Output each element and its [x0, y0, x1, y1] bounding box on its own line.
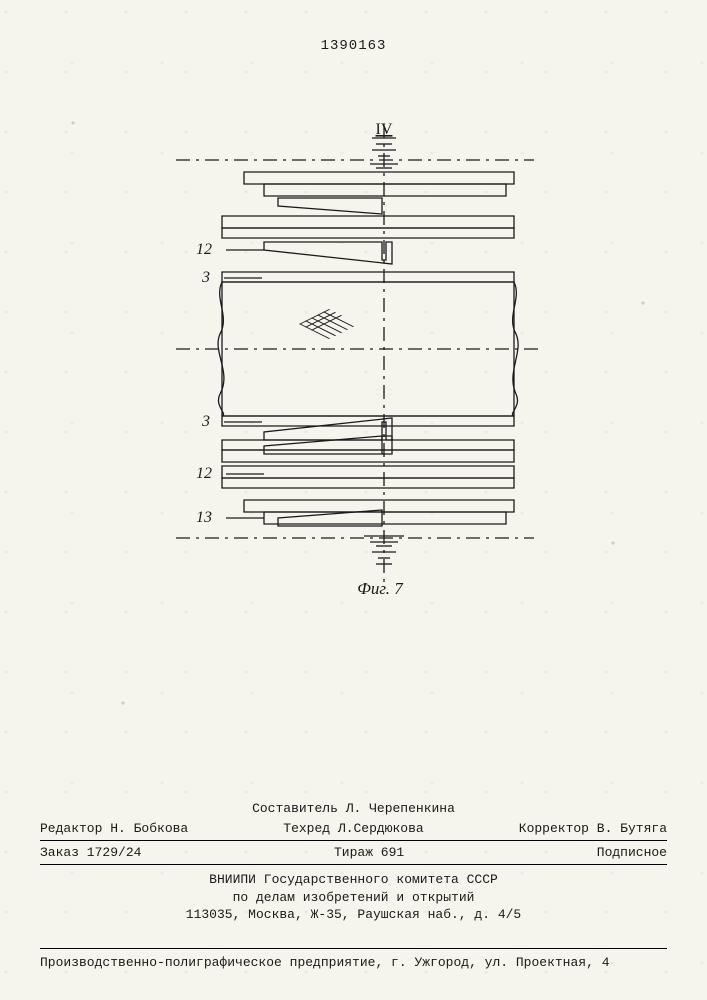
- editor: Редактор Н. Бобкова: [40, 821, 188, 836]
- press-text: Производственно-полиграфическое предприя…: [40, 955, 610, 970]
- divider: [40, 840, 667, 841]
- order-number: Заказ 1729/24: [40, 845, 141, 860]
- org-line-2: по делам изобретений и открытий: [40, 889, 667, 907]
- label-12-top: 12: [196, 241, 212, 258]
- label-13: 13: [196, 509, 212, 526]
- org-line-1: ВНИИПИ Государственного комитета СССР: [40, 871, 667, 889]
- label-12-bottom: 12: [196, 465, 212, 482]
- colophon: Составитель Л. Черепенкина Редактор Н. Б…: [40, 800, 667, 930]
- tirazh: Тираж 691: [334, 845, 404, 860]
- label-3-top: 3: [201, 269, 210, 286]
- org-address: 113035, Москва, Ж-35, Раушская наб., д. …: [40, 906, 667, 924]
- composer: Составитель Л. Черепенкина: [252, 801, 455, 816]
- press-line: Производственно-полиграфическое предприя…: [40, 948, 667, 970]
- figure-caption: Фиг. 7: [357, 579, 404, 598]
- label-3-bottom: 3: [201, 413, 210, 430]
- figure-7: IV: [114, 94, 594, 634]
- corrector: Корректор В. Бутяга: [519, 821, 667, 836]
- divider: [40, 864, 667, 865]
- techred: Техред Л.Сердюкова: [283, 821, 423, 836]
- section-label: IV: [375, 121, 392, 138]
- subscription: Подписное: [597, 845, 667, 860]
- patent-number: 1390163: [40, 38, 667, 54]
